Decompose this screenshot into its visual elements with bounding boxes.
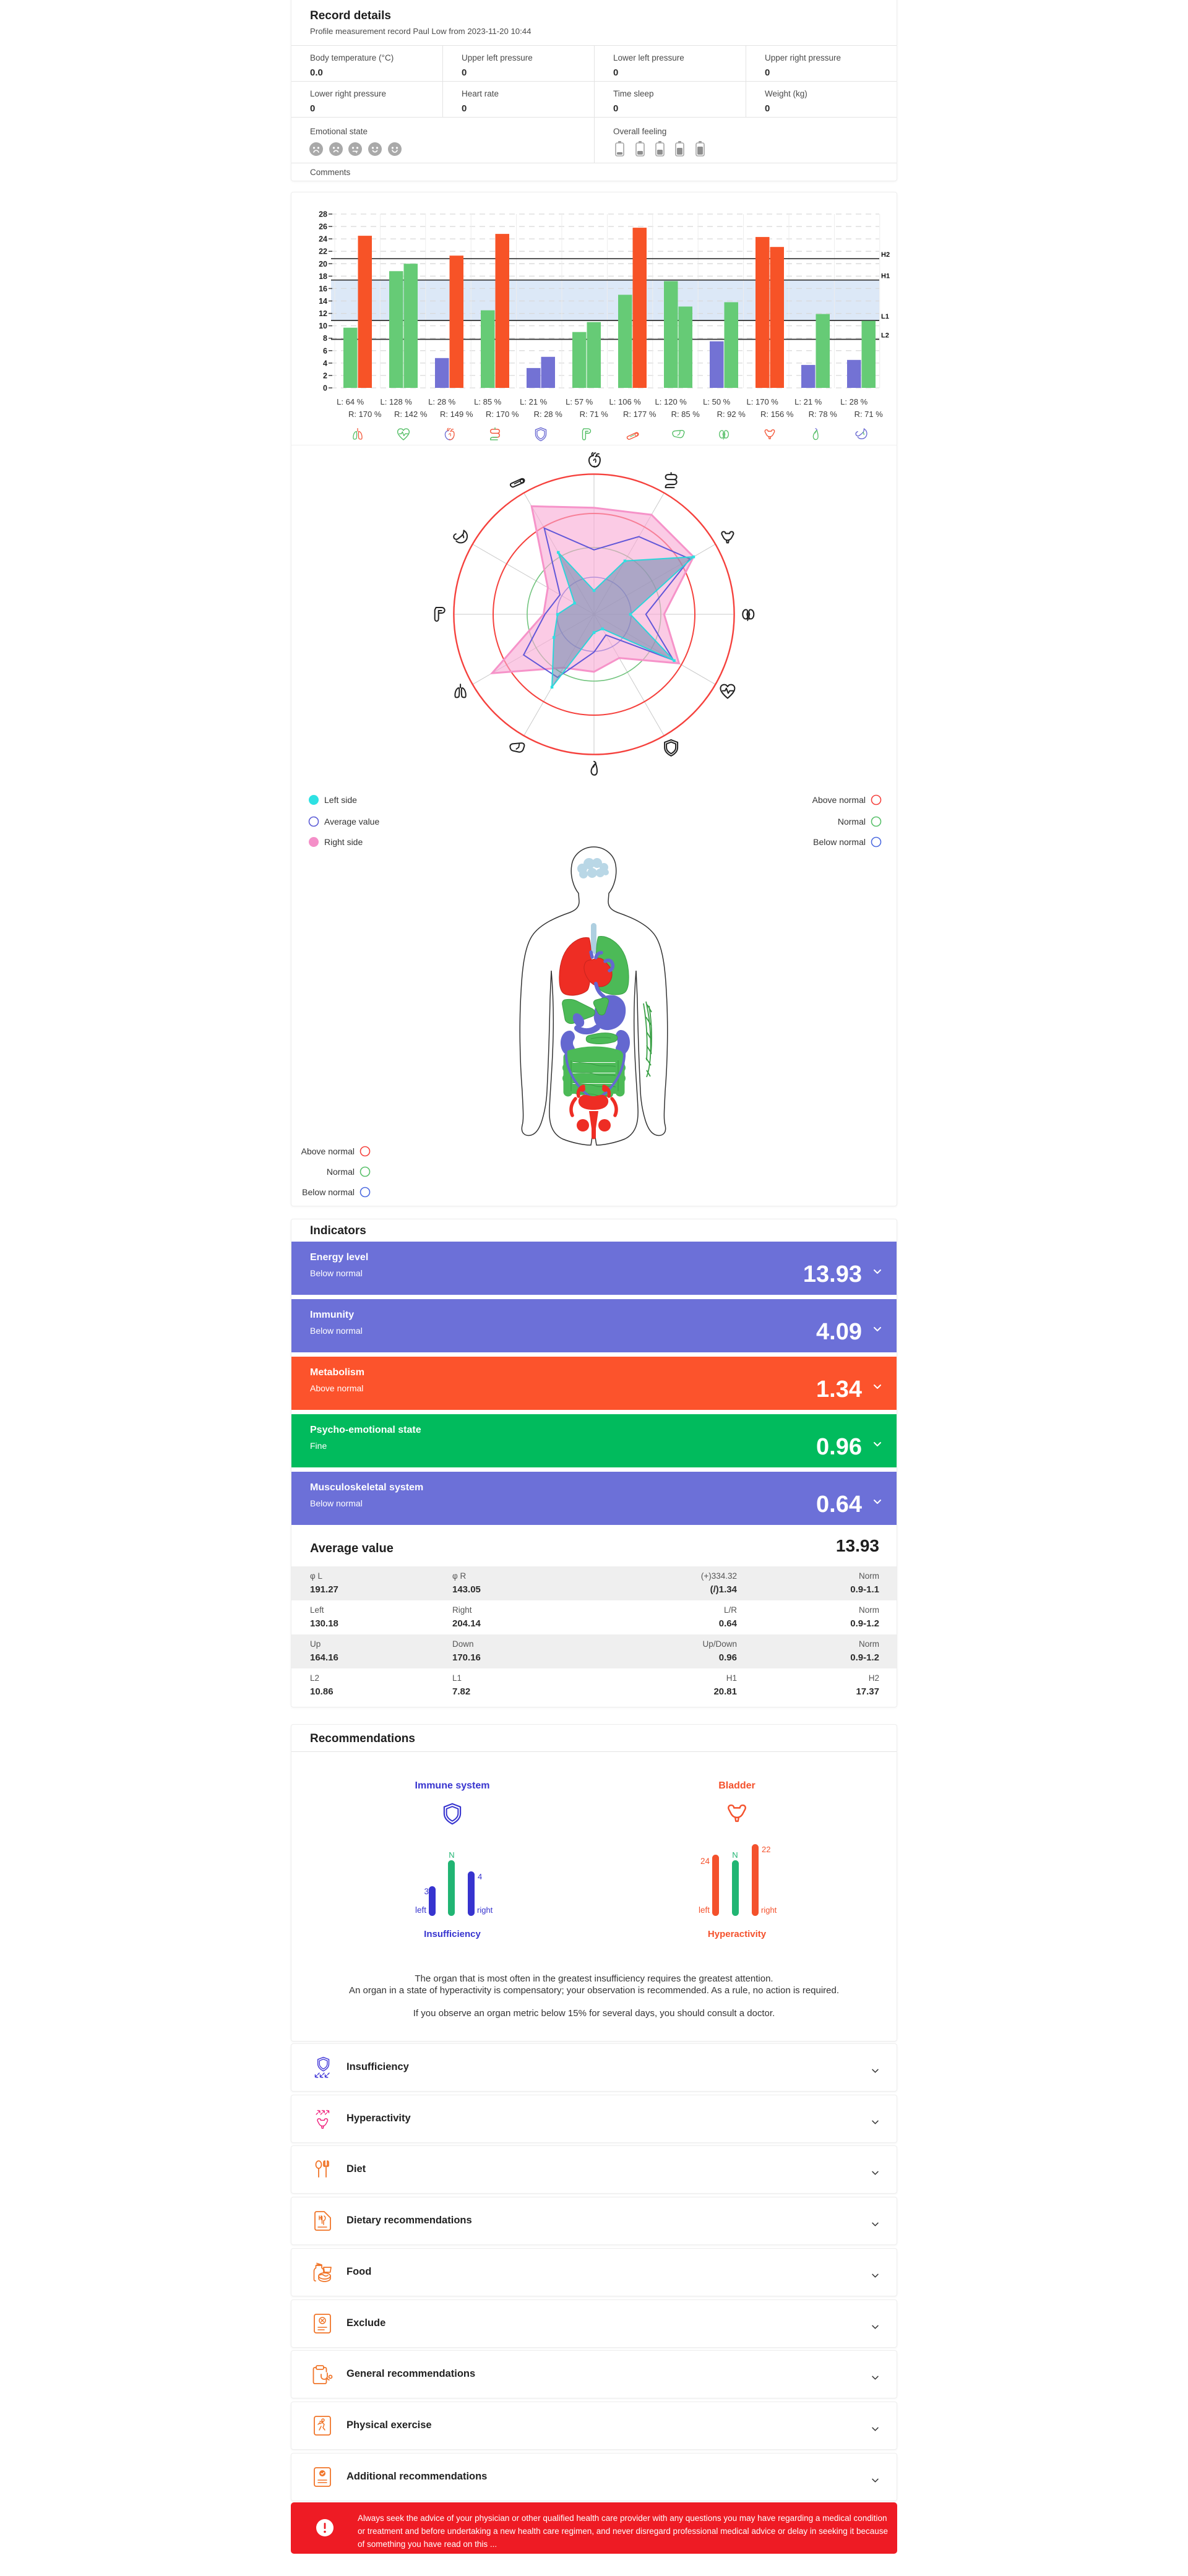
svg-text:L: 170 %: L: 170 % xyxy=(747,397,779,406)
svg-text:R: 85 %: R: 85 % xyxy=(671,410,700,419)
svg-text:R: 71 %: R: 71 % xyxy=(580,410,609,419)
svg-text:20: 20 xyxy=(319,260,327,268)
svg-text:L: 50 %: L: 50 % xyxy=(703,397,731,406)
svg-text:6: 6 xyxy=(323,346,327,355)
svg-text:L: 28 %: L: 28 % xyxy=(428,397,456,406)
svg-text:22: 22 xyxy=(319,247,327,256)
svg-text:L: 57 %: L: 57 % xyxy=(566,397,593,406)
svg-text:R: 170 %: R: 170 % xyxy=(486,410,519,419)
svg-text:16: 16 xyxy=(319,285,327,293)
svg-text:H1: H1 xyxy=(881,273,890,280)
svg-text:0: 0 xyxy=(323,384,327,393)
svg-text:4: 4 xyxy=(323,359,327,367)
svg-text:18: 18 xyxy=(319,272,327,281)
svg-text:L1: L1 xyxy=(881,313,889,320)
svg-text:R: 28 %: R: 28 % xyxy=(534,410,563,419)
svg-text:L: 106 %: L: 106 % xyxy=(609,397,642,406)
svg-text:R: 170 %: R: 170 % xyxy=(348,410,382,419)
svg-text:R: 78 %: R: 78 % xyxy=(809,410,838,419)
svg-text:R: 142 %: R: 142 % xyxy=(394,410,428,419)
svg-text:H2: H2 xyxy=(881,251,890,259)
svg-text:L: 85 %: L: 85 % xyxy=(474,397,502,406)
svg-text:L: 120 %: L: 120 % xyxy=(655,397,687,406)
svg-text:28: 28 xyxy=(319,210,327,219)
svg-text:L: 128 %: L: 128 % xyxy=(381,397,413,406)
svg-text:R: 149 %: R: 149 % xyxy=(440,410,473,419)
svg-text:12: 12 xyxy=(319,309,327,318)
svg-text:R: 156 %: R: 156 % xyxy=(760,410,794,419)
svg-text:L2: L2 xyxy=(881,332,889,340)
svg-text:8: 8 xyxy=(323,334,327,343)
svg-text:L: 64 %: L: 64 % xyxy=(337,397,364,406)
svg-text:R: 71 %: R: 71 % xyxy=(854,410,884,419)
svg-text:L: 21 %: L: 21 % xyxy=(794,397,822,406)
svg-text:L: 28 %: L: 28 % xyxy=(840,397,868,406)
svg-text:26: 26 xyxy=(319,223,327,231)
svg-text:10: 10 xyxy=(319,322,327,330)
svg-text:24: 24 xyxy=(319,235,327,244)
svg-text:L: 21 %: L: 21 % xyxy=(520,397,548,406)
svg-text:14: 14 xyxy=(319,297,327,306)
svg-text:R: 177 %: R: 177 % xyxy=(623,410,656,419)
svg-text:R: 92 %: R: 92 % xyxy=(717,410,746,419)
svg-text:2: 2 xyxy=(323,371,327,380)
